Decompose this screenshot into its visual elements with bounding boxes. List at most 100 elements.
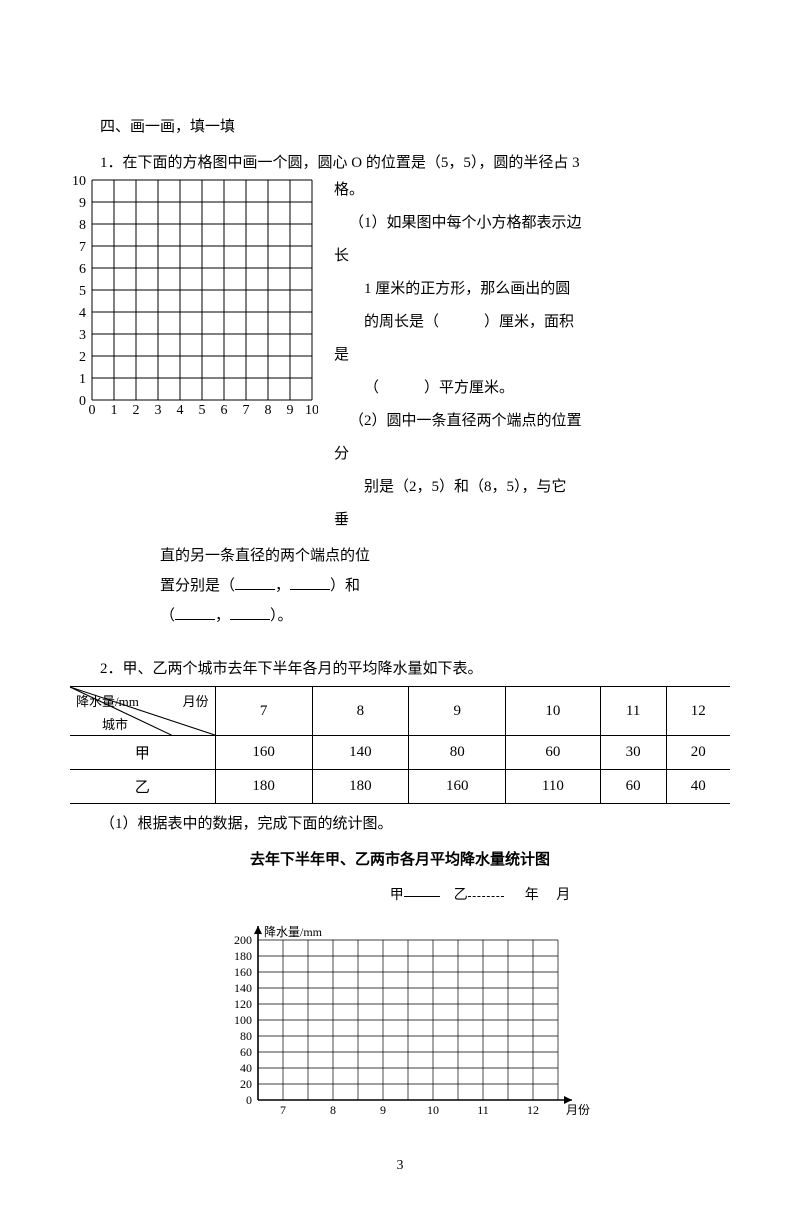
diag-label-bl: 城市 bbox=[102, 714, 128, 733]
blank bbox=[290, 574, 330, 590]
cell: 160 bbox=[409, 770, 506, 804]
svg-text:7: 7 bbox=[79, 240, 86, 255]
svg-text:140: 140 bbox=[234, 981, 252, 995]
svg-text:100: 100 bbox=[234, 1013, 252, 1027]
q1-p1b: 1 厘米的正方形，那么画出的圆 bbox=[334, 273, 730, 306]
svg-text:0: 0 bbox=[246, 1093, 252, 1107]
svg-text:2: 2 bbox=[79, 350, 86, 365]
svg-text:9: 9 bbox=[380, 1103, 386, 1117]
cell: 20 bbox=[666, 736, 730, 770]
q1-p1c-tail: 是 bbox=[334, 339, 730, 372]
q1-bottom-line3: （ ， ）。 bbox=[160, 601, 730, 631]
svg-text:12: 12 bbox=[527, 1103, 539, 1117]
svg-text:160: 160 bbox=[234, 965, 252, 979]
svg-text:10: 10 bbox=[305, 403, 318, 418]
table-row: 甲 160 140 80 60 30 20 bbox=[70, 736, 730, 770]
svg-text:200: 200 bbox=[234, 933, 252, 947]
diag-header-cell: 降水量/mm 月份 城市 bbox=[70, 687, 215, 736]
table-header-row: 降水量/mm 月份 城市 7 8 9 10 11 12 bbox=[70, 687, 730, 736]
row-a-name: 甲 bbox=[70, 736, 215, 770]
svg-text:5: 5 bbox=[199, 403, 206, 418]
q1-p2b: 别是（2，5）和（8，5），与它 bbox=[334, 471, 730, 504]
svg-text:20: 20 bbox=[240, 1077, 252, 1091]
svg-text:7: 7 bbox=[243, 403, 250, 418]
q1-p2a: （2）圆中一条直径两个端点的位置 bbox=[334, 405, 730, 438]
cell: 60 bbox=[600, 770, 666, 804]
cell: 60 bbox=[506, 736, 601, 770]
svg-text:0: 0 bbox=[89, 403, 96, 418]
cell: 80 bbox=[409, 736, 506, 770]
q1-bottom-line2: 置分别是（，）和 bbox=[160, 571, 730, 601]
svg-text:4: 4 bbox=[79, 306, 86, 321]
legend-b-label: 乙 bbox=[454, 888, 468, 903]
cell: 110 bbox=[506, 770, 601, 804]
legend-year: 年 bbox=[525, 888, 539, 903]
cell: 160 bbox=[215, 736, 312, 770]
month-8: 8 bbox=[312, 687, 409, 736]
q1-bottom3c: ）。 bbox=[270, 608, 293, 624]
blank bbox=[235, 574, 275, 590]
q1-right-text: 格。 （1）如果图中每个小方格都表示边 长 1 厘米的正方形，那么画出的圆 的周… bbox=[334, 174, 730, 537]
chart-title: 去年下半年甲、乙两市各月平均降水量统计图 bbox=[70, 848, 730, 869]
svg-text:11: 11 bbox=[477, 1103, 489, 1117]
svg-text:9: 9 bbox=[287, 403, 294, 418]
grid-chart-q1: 001122334455667788991010 bbox=[70, 174, 318, 537]
grid1-svg: 001122334455667788991010 bbox=[70, 174, 318, 418]
svg-text:3: 3 bbox=[155, 403, 162, 418]
section-title: 四、画一画，填一填 bbox=[70, 115, 730, 136]
q2-sub1: （1）根据表中的数据，完成下面的统计图。 bbox=[70, 812, 730, 833]
legend-dashed-line bbox=[468, 891, 504, 901]
svg-text:1: 1 bbox=[111, 403, 118, 418]
svg-text:6: 6 bbox=[221, 403, 228, 418]
svg-text:4: 4 bbox=[177, 403, 184, 418]
svg-text:8: 8 bbox=[330, 1103, 336, 1117]
month-12: 12 bbox=[666, 687, 730, 736]
cell: 180 bbox=[312, 770, 409, 804]
month-10: 10 bbox=[506, 687, 601, 736]
svg-text:120: 120 bbox=[234, 997, 252, 1011]
chart-legend: 甲 乙 年 月 bbox=[70, 884, 730, 904]
svg-text:40: 40 bbox=[240, 1061, 252, 1075]
svg-text:7: 7 bbox=[280, 1103, 286, 1117]
legend-solid-line bbox=[404, 891, 440, 901]
page-number: 3 bbox=[70, 1158, 730, 1174]
svg-text:1: 1 bbox=[79, 372, 86, 387]
month-11: 11 bbox=[600, 687, 666, 736]
q1-p2b-tail: 垂 bbox=[334, 504, 730, 537]
q1-bottom3a: （ bbox=[160, 608, 175, 624]
svg-text:9: 9 bbox=[79, 196, 86, 211]
data-table: 降水量/mm 月份 城市 7 8 9 10 11 12 甲 160 140 80… bbox=[70, 686, 730, 804]
q1-p1a: （1）如果图中每个小方格都表示边 bbox=[334, 207, 730, 240]
legend-month: 月 bbox=[556, 888, 570, 903]
q1-bottom-line1: 直的另一条直径的两个端点的位 bbox=[160, 541, 730, 571]
month-7: 7 bbox=[215, 687, 312, 736]
svg-text:3: 3 bbox=[79, 328, 86, 343]
q1-bottom3b: ， bbox=[215, 608, 230, 624]
q1-bottom2c: ）和 bbox=[330, 578, 360, 594]
q1-p1d: （ ）平方厘米。 bbox=[334, 372, 730, 405]
diag-label-tl: 降水量/mm bbox=[76, 691, 139, 710]
q1-p1c: 的周长是（ ）厘米，面积 bbox=[334, 306, 730, 339]
month-9: 9 bbox=[409, 687, 506, 736]
q1-bottom2b: ， bbox=[275, 578, 290, 594]
svg-text:8: 8 bbox=[265, 403, 272, 418]
svg-text:80: 80 bbox=[240, 1029, 252, 1043]
q1-wrap: 001122334455667788991010 格。 （1）如果图中每个小方格… bbox=[70, 174, 730, 537]
svg-text:8: 8 bbox=[79, 218, 86, 233]
q1-line1: 1．在下面的方格图中画一个圆，圆心 O 的位置是（5，5），圆的半径占 3 bbox=[70, 151, 730, 172]
q1-p1a-tail: 长 bbox=[334, 240, 730, 273]
svg-text:10: 10 bbox=[72, 174, 86, 189]
blank bbox=[175, 604, 215, 620]
diag-label-tr: 月份 bbox=[183, 691, 209, 710]
cell: 40 bbox=[666, 770, 730, 804]
svg-text:2: 2 bbox=[133, 403, 140, 418]
cell: 180 bbox=[215, 770, 312, 804]
cell: 30 bbox=[600, 736, 666, 770]
svg-text:月份: 月份 bbox=[566, 1103, 590, 1117]
blank bbox=[230, 604, 270, 620]
stat-chart-svg: 020406080100120140160180200789101112降水量/… bbox=[210, 918, 590, 1128]
svg-text:180: 180 bbox=[234, 949, 252, 963]
q1-bottom: 直的另一条直径的两个端点的位 置分别是（，）和 （，）。 bbox=[160, 541, 730, 631]
table-row: 乙 180 180 160 110 60 40 bbox=[70, 770, 730, 804]
q1-ge: 格。 bbox=[334, 174, 730, 207]
